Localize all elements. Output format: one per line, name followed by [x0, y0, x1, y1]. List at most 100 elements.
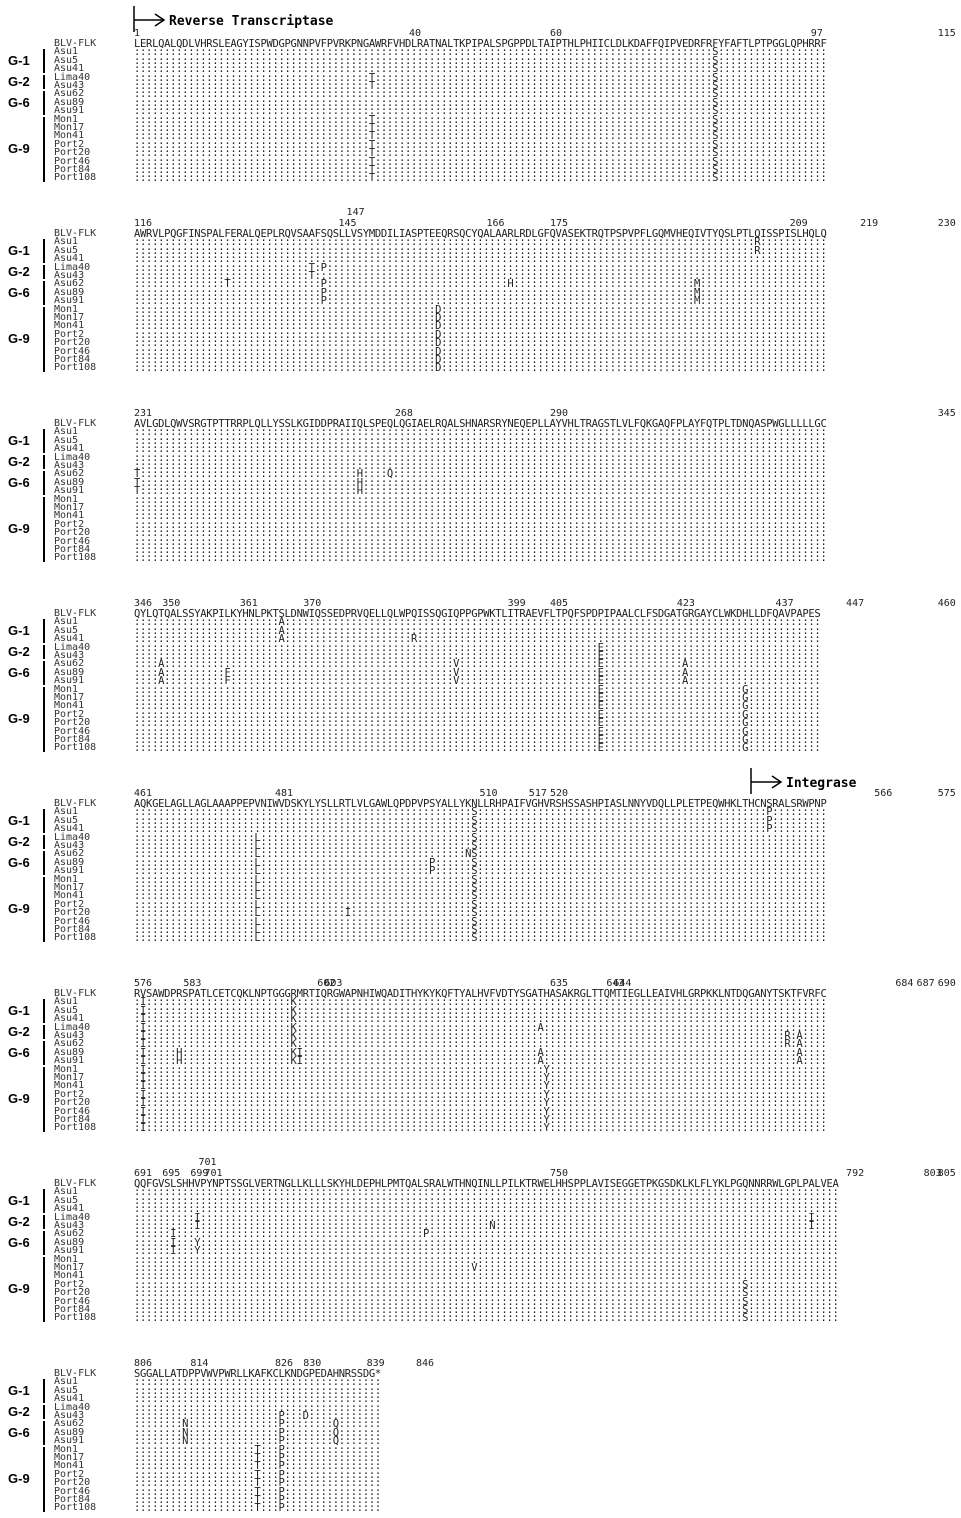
sequence-row: ::::::::::::::::::::T:::P:::::::::::::::… [134, 1452, 381, 1464]
position-number: 346 [134, 598, 153, 609]
strain-label: Port108 [54, 362, 97, 374]
strain-label: Asu89 [54, 1236, 85, 1248]
sequence-row: :I::::::::::::::::::::::::::::::::::::::… [134, 1097, 827, 1110]
strain-label: Asu43 [54, 840, 85, 851]
strain-label: Lima40 [54, 451, 91, 463]
group-bracket [43, 619, 45, 643]
sequence-row: :I:::::H::::::::::::::::::KI::::::::::::… [134, 1046, 827, 1059]
strain-label: Asu89 [54, 1426, 85, 1438]
position-number: 830 [303, 1358, 322, 1369]
sequence-row: ::::::::::::::::::::::::::::::::::::::::… [134, 1270, 839, 1283]
sequence-row: ::::::::::::::::::::::::::::::::::::::::… [134, 725, 821, 738]
reference-sequence: AWRVLPQGFINSPALFERALQEPLRQVSAAFSQSLLVSYM… [134, 228, 827, 240]
strain-label: BLV-FLK [54, 38, 97, 49]
sequence-row: ::::::::::::::::::::::::::::::::::::::::… [134, 328, 827, 341]
sequence-row: :I::::::::::::::::::::::::::::::::::::::… [134, 1122, 827, 1135]
position-number: 510 [479, 788, 498, 799]
sequence-row: ::::::::::::::::::::::::::::::::::::::::… [134, 708, 821, 721]
sequence-row: ::::::::::::::::::::::::::::::::::::::::… [134, 303, 827, 316]
group-bracket [43, 281, 45, 305]
group-bracket [43, 1041, 45, 1065]
sequence-row: ::::::::::::::::::::::::::::::::::::::::… [134, 535, 827, 548]
sequence-row: ::::A::::::::::F::::::::::::::::::::::::… [134, 675, 821, 688]
strain-label: Mon1 [54, 113, 79, 125]
sequence-row: :I::::::::::::::::::::::::K:::::::::::::… [134, 1030, 827, 1042]
sequence-row: :I::::::::::::::::::::::::K:::::::::::::… [134, 1004, 827, 1017]
strain-label: Lima40 [54, 641, 91, 653]
strain-label: Asu62 [54, 1418, 85, 1430]
strain-label: Lima40 [54, 1211, 91, 1223]
sequence-row: :::::::::::::::::::::::::::::T:P::::::::… [134, 261, 827, 274]
sequence-row: ::::::::::::::::::::::::::::::::::::::::… [134, 236, 827, 249]
strain-label: Port20 [54, 527, 91, 539]
sequence-row: ::::::::::::::::::::::::::::::::::::::::… [134, 493, 827, 506]
strain-label: Asu62 [54, 658, 85, 670]
sequence-row: ::::::::::::::::::::::::A:::::::::::::::… [134, 624, 821, 637]
group-bracket [43, 1421, 45, 1445]
position-number: 814 [190, 1358, 209, 1369]
sequence-row: ::::::::N:::::::::::::::P::::::::Q::::::… [134, 1426, 381, 1439]
sequence-row: ::::::::::::::::::::::::::::::::::::::::… [134, 46, 827, 59]
sequence-row: ::::::::::::::::::::L:::::::::::::::::::… [134, 873, 827, 886]
strain-label: Port108 [54, 932, 97, 944]
sequence-row: ::::::::::::::::::::::::::::::::::::::::… [134, 434, 827, 447]
strain-label: Port2 [54, 1468, 85, 1480]
strain-label: Port84 [54, 354, 91, 365]
position-number: 60 [549, 28, 562, 39]
sequence-row: ::::::::::::::::::::::::::::::::::::::::… [134, 362, 827, 375]
position-number: 447 [846, 598, 865, 609]
sequence-row: ::::::::::::::::::::::::::::::::::::::::… [134, 518, 827, 531]
sequence-row: ::::::::::::::::::::::::::::::::::::::::… [134, 312, 827, 324]
sequence-row: ::::::::::::::::::::::::::::::::::::::::… [134, 1278, 839, 1291]
strain-label: Port2 [54, 708, 85, 720]
sequence-row: T::::::::::::::::::::::::::::::::::::H::… [134, 468, 827, 481]
strain-label: Port84 [54, 1494, 91, 1505]
strain-label: Mon41 [54, 890, 85, 902]
strain-label: Port2 [54, 518, 85, 530]
group-label: G-1 [8, 433, 30, 448]
strain-label: BLV-FLK [54, 988, 97, 999]
strain-label: Asu1 [54, 996, 79, 1008]
sequence-row: ::::::::::::::::::::::::::::::::::::::::… [134, 63, 827, 76]
sequence-row: ::::A::::::::::F::::::::::::::::::::::::… [134, 666, 821, 679]
position-number: 643 [606, 978, 625, 989]
position-number: 701 [204, 1168, 223, 1179]
sequence-row: :::::::::::::::::::::::::::::::::::::::T… [134, 122, 827, 134]
group-label: G-9 [8, 901, 30, 917]
sequence-row: ::::::::::::::::::::L:::::::::::::::::::… [134, 840, 827, 852]
strain-label: Asu89 [54, 666, 85, 678]
group-label: G-1 [8, 1003, 30, 1018]
strain-label: Lima40 [54, 831, 91, 843]
group-bracket [43, 264, 45, 280]
region-label: Integrase [786, 776, 857, 791]
group-bracket [43, 1379, 45, 1403]
group-label: G-2 [8, 74, 30, 89]
sequence-row: ::::::::::::::::::::T:::P:::::::::::::::… [134, 1485, 381, 1498]
strain-label: Asu89 [54, 856, 85, 868]
strain-label: Port46 [54, 1485, 91, 1497]
sequence-row: ::::::::::::::::::::::::::::::::::::::::… [134, 734, 821, 746]
strain-label: Mon41 [54, 1460, 85, 1472]
group-bracket [43, 1256, 45, 1322]
position-number: 290 [549, 408, 568, 419]
strain-label: BLV-FLK [54, 228, 97, 239]
strain-label: Mon17 [54, 502, 85, 513]
group-label: G-6 [8, 1235, 30, 1250]
strain-label: Mon1 [54, 1443, 79, 1455]
strain-label: Asu62 [54, 88, 85, 100]
strain-label: Port84 [54, 1114, 91, 1125]
strain-label: Mon41 [54, 320, 85, 332]
sequence-row: ::::A:::::::::::::::::::::::::::::::::::… [134, 658, 821, 671]
strain-label: Port2 [54, 898, 85, 910]
strain-label: Port84 [54, 164, 91, 175]
group-bracket [43, 851, 45, 875]
group-label: G-1 [8, 813, 30, 828]
group-bracket [43, 454, 45, 470]
sequence-row: ::::::::::::::::::::::::::::::::::::::::… [134, 1376, 381, 1389]
sequence-row: ::::::::::::::::::::L:::::::::::::::::::… [134, 882, 827, 894]
strain-label: Asu62 [54, 1228, 85, 1240]
group-label: G-9 [8, 1281, 30, 1297]
sequence-row: ::::::::::::::::::::::::::::::::::::::::… [134, 1312, 839, 1325]
strain-label: Port108 [54, 742, 97, 754]
sequence-row: ::::::::::::::::::::::::::::::::::::::::… [134, 253, 827, 266]
